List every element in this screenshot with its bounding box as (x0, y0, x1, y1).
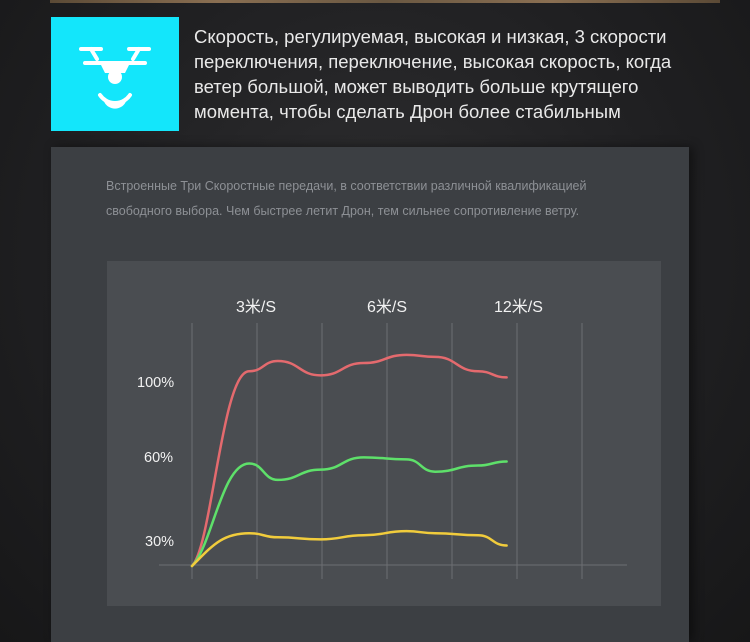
speed-label-3: 3米/S (236, 299, 277, 316)
chart-description: Встроенные Три Скоростные передачи, в со… (106, 174, 676, 224)
y-label-30: 30% (145, 534, 175, 550)
speed-label-6: 6米/S (367, 299, 408, 316)
top-image-strip (50, 0, 720, 3)
description-line: свободного выбора. Чем быстрее летит Дро… (106, 204, 580, 218)
drone-feature-icon (51, 17, 179, 131)
description-line: Встроенные Три Скоростные передачи, в со… (106, 179, 587, 193)
feature-headline: Скорость, регулируемая, высокая и низкая… (194, 26, 672, 122)
series-line-2 (190, 529, 508, 568)
speed-label-12: 12米/S (494, 299, 543, 316)
y-label-100: 100% (137, 375, 175, 391)
speed-chart-svg (159, 323, 627, 579)
drone-signal-icon (79, 47, 151, 109)
speed-chart: 3米/S 6米/S 12米/S 100% 60% 30% (107, 261, 661, 606)
series-line-1 (190, 456, 508, 568)
series-line-0 (190, 353, 508, 568)
y-label-60: 60% (144, 450, 174, 466)
